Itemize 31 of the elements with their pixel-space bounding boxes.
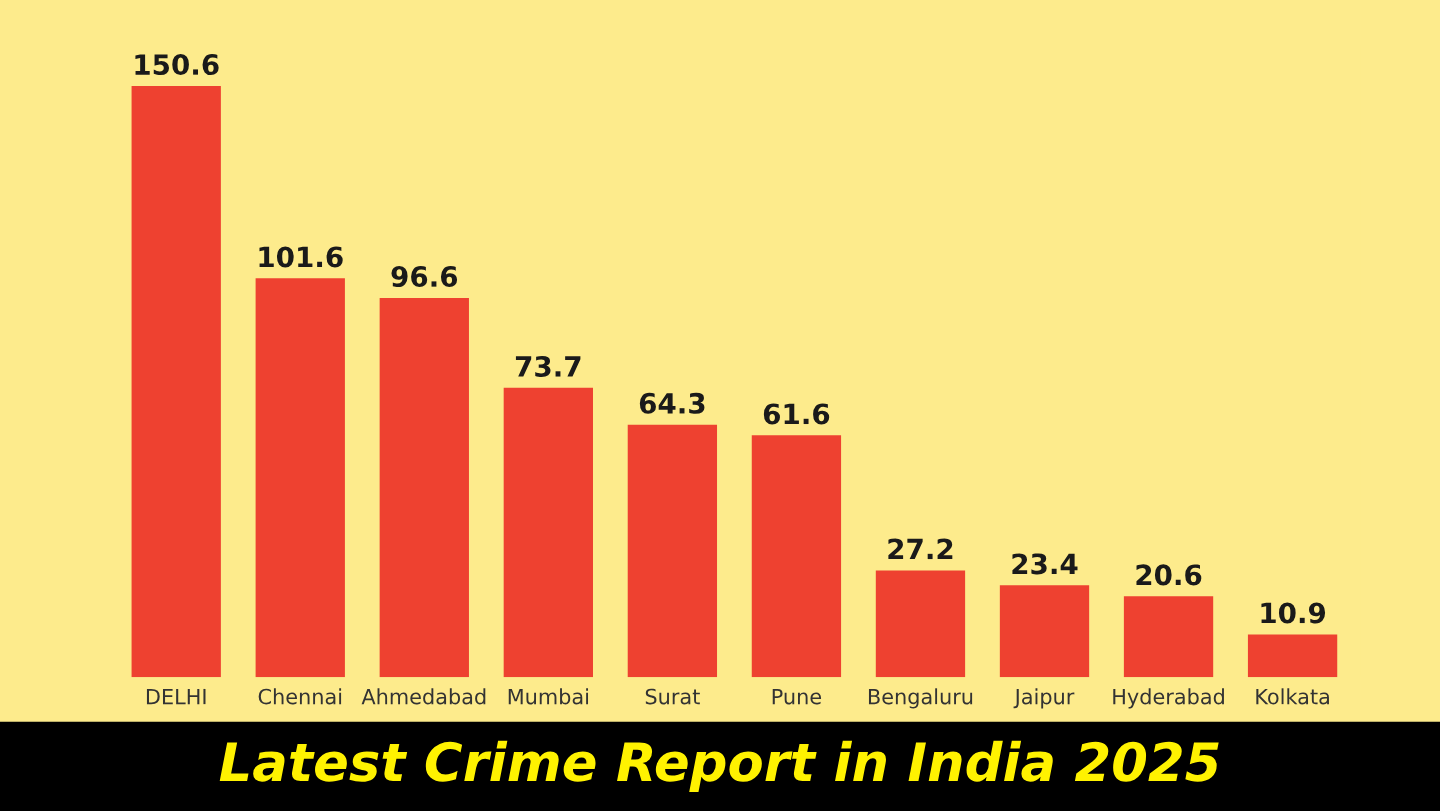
bar	[751, 435, 842, 678]
data-label: 73.7	[515, 355, 581, 377]
data-label: 96.6	[391, 266, 458, 288]
bar	[999, 585, 1090, 678]
x-tick-label: Hyderabad	[1113, 688, 1224, 709]
data-label: 101.6	[259, 246, 343, 268]
bar	[503, 387, 593, 678]
bar	[1247, 634, 1338, 678]
x-tick-label: Mumbai	[508, 688, 589, 705]
x-tick-label: Jaipur	[1013, 688, 1075, 709]
x-tick-label: Chennai	[258, 688, 342, 705]
data-label: 61.6	[763, 403, 830, 425]
data-label: 20.6	[1136, 564, 1202, 586]
x-tick-label: Bengaluru	[868, 688, 973, 709]
bar	[379, 297, 469, 678]
data-label: 64.3	[639, 392, 705, 414]
x-tick-label: Ahmedabad	[361, 688, 486, 705]
x-tick-label: DELHI	[146, 688, 206, 705]
data-label: 23.4	[1012, 553, 1078, 575]
x-tick-label: Pune	[772, 688, 822, 705]
data-label: 10.9	[1261, 602, 1326, 624]
bar	[255, 278, 345, 678]
data-label: 27.2	[888, 538, 953, 560]
bar	[131, 85, 221, 678]
bar	[1123, 596, 1214, 678]
x-tick-label: Kolkata	[1256, 688, 1329, 705]
bar	[875, 570, 966, 678]
bar	[627, 424, 718, 678]
data-label: 150.6	[135, 54, 219, 76]
text: Latest Crime Report in India 2025	[219, 740, 1219, 792]
x-tick-label: Surat	[645, 688, 700, 705]
